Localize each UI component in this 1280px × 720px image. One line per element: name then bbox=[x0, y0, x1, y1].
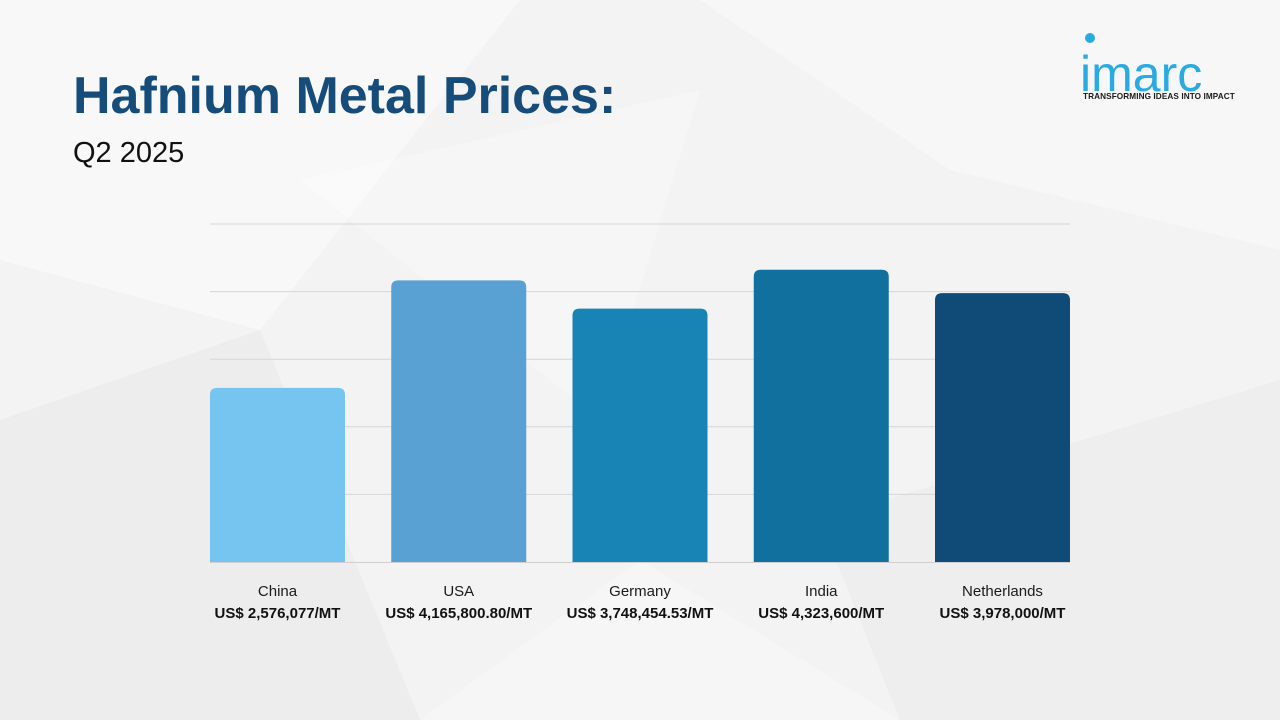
logo-tagline: TRANSFORMING IDEAS INTO IMPACT bbox=[1083, 92, 1235, 101]
logo-wordmark: imarc bbox=[1080, 46, 1203, 102]
category-label: USA bbox=[443, 583, 474, 600]
bar-germany bbox=[572, 308, 708, 562]
page-title: Hafnium Metal Prices: bbox=[73, 67, 617, 125]
bar-india bbox=[753, 269, 889, 562]
page-subtitle: Q2 2025 bbox=[73, 137, 185, 169]
bars bbox=[210, 269, 1070, 562]
bar-usa bbox=[391, 280, 527, 562]
bar-netherlands bbox=[935, 293, 1070, 562]
value-label: US$ 4,323,600/MT bbox=[758, 605, 884, 622]
value-label: US$ 3,978,000/MT bbox=[940, 605, 1066, 622]
value-label: US$ 2,576,077/MT bbox=[215, 605, 341, 622]
category-label: Germany bbox=[609, 583, 671, 600]
labels: China US$ 2,576,077/MT USA US$ 4,165,800.80… bbox=[215, 583, 1066, 622]
value-label: US$ 4,165,800.80/MT bbox=[385, 605, 532, 622]
imarc-logo: imarc TRANSFORMING IDEAS INTO IMPACT bbox=[1080, 30, 1250, 105]
category-label: Netherlands bbox=[962, 583, 1043, 600]
category-label: China bbox=[258, 583, 298, 600]
value-label: US$ 3,748,454.53/MT bbox=[567, 605, 714, 622]
bar-china bbox=[210, 387, 345, 562]
category-label: India bbox=[805, 583, 838, 600]
logo-dot bbox=[1085, 33, 1095, 43]
